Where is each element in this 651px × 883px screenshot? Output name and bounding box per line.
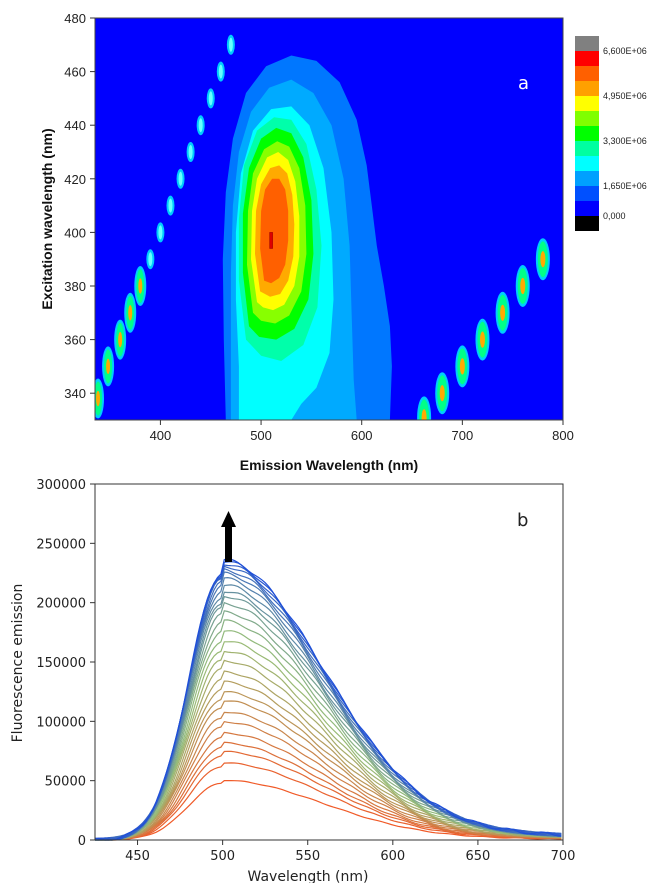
emission-series-line: [95, 670, 562, 841]
colorbar-segment: [575, 126, 599, 141]
scatter-spot-core: [128, 305, 133, 321]
y-tick-label: 400: [64, 225, 86, 240]
colorbar-segment: [575, 216, 599, 231]
line-axis-ticks: 450 500 550 600 650 700 0 50000 100000 150000 2000…: [36, 478, 575, 864]
contour-layers: [222, 55, 392, 420]
y-tick-label: 0: [78, 834, 86, 849]
emission-series-line: [94, 741, 562, 841]
scatter-spot: [198, 118, 203, 133]
x-tick-label: 600: [380, 849, 405, 864]
scatter-spot-core: [138, 278, 143, 294]
scatter-bands: [95, 34, 550, 420]
scatter-spot-core: [118, 331, 123, 348]
colorbar: 6,600E+06 4,950E+06 3,300E+06 1,650E+06 0,00…: [575, 36, 647, 231]
x-tick-label: 800: [552, 428, 574, 443]
arrow-shaft: [225, 526, 232, 562]
scatter-spot-core: [421, 409, 427, 420]
colorbar-segment: [575, 66, 599, 81]
y-tick-label: 440: [64, 118, 86, 133]
heatmap-axis-ticks: 400 500 600 700 800 340 360 380 400 420 440 460 480: [64, 11, 574, 443]
heatmap-frame: [94, 17, 564, 421]
x-tick-label: 700: [551, 849, 576, 864]
scatter-spot: [168, 198, 173, 213]
y-tick-label: 100000: [36, 715, 86, 730]
colorbar-segment: [575, 81, 599, 96]
scatter-spot-core: [106, 358, 111, 375]
x-tick-label: 500: [210, 849, 235, 864]
emission-series-line: [95, 731, 562, 841]
heatmap-ylabel: Excitation wavelength (nm): [39, 128, 55, 309]
scatter-spot-core: [96, 390, 101, 407]
y-tick-label: 420: [64, 172, 86, 187]
line-panel: 450 500 550 600 650 700 0 50000 100000 150000 2000…: [10, 478, 575, 883]
colorbar-label: 0,000: [603, 211, 626, 221]
scatter-spot: [148, 252, 153, 267]
colorbar-label: 6,600E+06: [603, 46, 647, 56]
y-tick-label: 480: [64, 11, 86, 26]
scatter-spot: [228, 37, 233, 52]
emission-series-line: [94, 780, 562, 841]
colorbar-segment: [575, 51, 599, 66]
y-tick-label: 300000: [36, 478, 86, 493]
scatter-spot-core: [439, 385, 445, 402]
panel-label-b: b: [517, 510, 528, 531]
y-tick-label: 50000: [45, 775, 86, 790]
colorbar-segment: [575, 171, 599, 186]
emission-series-line: [94, 558, 562, 841]
x-tick-label: 400: [150, 428, 172, 443]
colorbar-label: 4,950E+06: [603, 91, 647, 101]
colorbar-segment: [575, 96, 599, 111]
y-tick-label: 460: [64, 65, 86, 80]
emission-series-line: [95, 659, 562, 841]
colorbar-segment: [575, 111, 599, 126]
scatter-spot: [178, 171, 183, 186]
colorbar-segment: [575, 36, 599, 51]
scatter-spot: [158, 225, 163, 240]
y-tick-label: 150000: [36, 656, 86, 671]
x-tick-label: 700: [452, 428, 474, 443]
line-ylabel: Fluorescence emission: [10, 584, 26, 743]
emission-series: [94, 558, 562, 841]
x-tick-label: 650: [465, 849, 490, 864]
scatter-spot-core: [479, 331, 485, 348]
heatmap-xlabel: Emission Wavelength (nm): [240, 457, 418, 473]
y-tick-label: 200000: [36, 597, 86, 612]
scatter-spot: [208, 91, 213, 106]
emission-series-line: [95, 721, 562, 841]
scatter-spot-core: [520, 277, 526, 295]
contour-level-9: [260, 178, 289, 284]
scatter-spot: [218, 64, 223, 79]
y-tick-label: 340: [64, 386, 86, 401]
heatmap-panel: 400 500 600 700 800340360380400420440460480 …: [39, 11, 647, 473]
x-tick-label: 550: [295, 849, 320, 864]
x-tick-label: 500: [250, 428, 272, 443]
line-xlabel: Wavelength (nm): [248, 869, 369, 883]
colorbar-label: 1,650E+06: [603, 181, 647, 191]
scatter-spot-core: [459, 358, 465, 375]
y-tick-label: 250000: [36, 537, 86, 552]
y-tick-label: 380: [64, 279, 86, 294]
emission-series-line: [95, 610, 562, 841]
colorbar-segment: [575, 141, 599, 156]
x-tick-label: 600: [351, 428, 373, 443]
increase-arrow: [221, 511, 236, 562]
scatter-spot-core: [540, 251, 546, 268]
colorbar-segment: [575, 201, 599, 216]
y-tick-label: 360: [64, 333, 86, 348]
arrow-head: [221, 511, 236, 527]
colorbar-segment: [575, 186, 599, 201]
colorbar-segment: [575, 156, 599, 171]
scatter-spot-core: [500, 304, 506, 321]
peak-marker: [269, 232, 273, 249]
scatter-spot: [188, 145, 193, 159]
panel-label-a: a: [518, 73, 529, 94]
x-tick-label: 450: [125, 849, 150, 864]
colorbar-label: 3,300E+06: [603, 136, 647, 146]
